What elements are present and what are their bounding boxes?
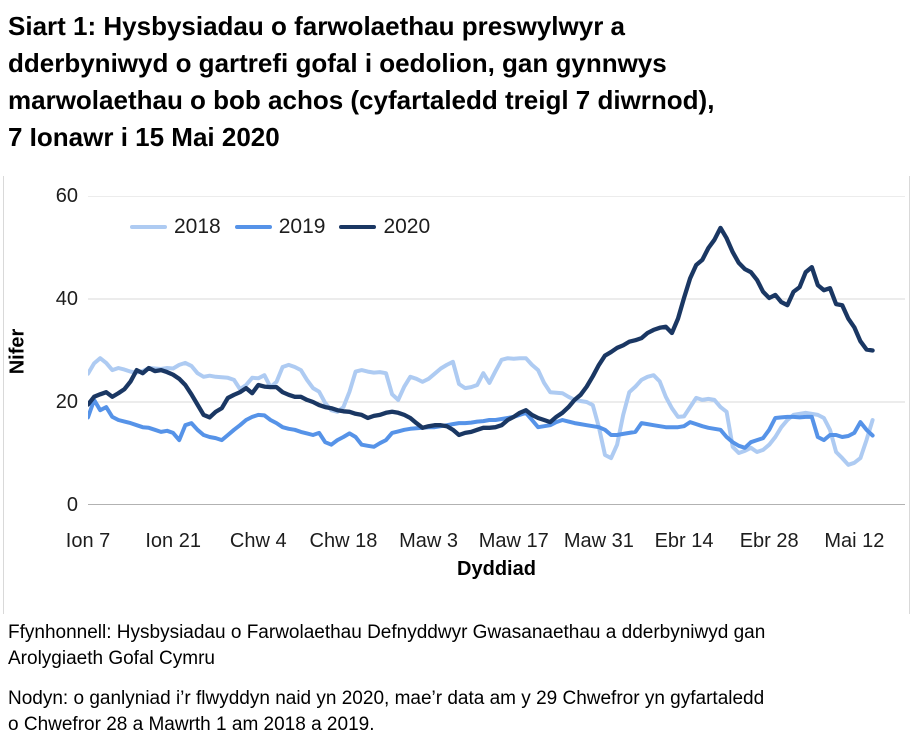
- page-title: Siart 1: Hysbysiadau o farwolaethau pres…: [8, 8, 912, 156]
- x-tick-label-chw-18: Chw 18: [309, 530, 378, 552]
- source-text: Ffynhonnell: Hysbysiadau o Farwolaethau …: [8, 620, 908, 672]
- x-tick-label-ebr-14: Ebr 14: [654, 530, 714, 552]
- series-line-2018: [88, 356, 875, 467]
- legend-label-2020: 2020: [383, 215, 431, 238]
- x-tick-label-ion-7: Ion 7: [65, 530, 111, 552]
- x-axis-label: Dyddiad: [457, 558, 536, 580]
- x-tick-label-maw-31: Maw 31: [563, 530, 634, 552]
- series-line-2019: [88, 397, 875, 450]
- legend-swatch-2019: [234, 225, 272, 229]
- note-line-2: o Chwefror 28 a Mawrth 1 am 2018 a 2019.: [8, 714, 375, 735]
- legend-swatch-2018: [130, 225, 167, 229]
- chart-legend: 2018 2019 2020: [130, 215, 430, 239]
- legend-item-2018: 2018: [130, 215, 221, 239]
- x-tick-label-mai-12: Mai 12: [824, 530, 885, 552]
- x-tick-label-chw-4: Chw 4: [229, 530, 287, 552]
- title-line-2: dderbyniwyd o gartrefi gofal i oedolion,…: [8, 48, 667, 78]
- x-tick-label-ion-21: Ion 21: [145, 530, 201, 552]
- x-axis-ticks: Ion 7 Ion 21 Chw 4 Chw 18 Maw 3 Maw 17 Maw 31 E…: [0, 528, 920, 554]
- legend-item-2020: 2020: [339, 215, 430, 239]
- x-tick-label-maw-3: Maw 3: [399, 530, 459, 552]
- y-axis-label: Nifer: [6, 328, 29, 375]
- legend-label-2018: 2018: [174, 215, 221, 238]
- y-tick-label-20: 20: [55, 391, 78, 413]
- legend-swatch-2020: [339, 225, 377, 229]
- title-line-1: Siart 1: Hysbysiadau o farwolaethau pres…: [8, 11, 626, 41]
- title-line-3: marwolaethau o bob achos (cyfartaledd tr…: [8, 85, 715, 115]
- x-tick-label-ebr-28: Ebr 28: [739, 530, 799, 552]
- y-tick-label-0: 0: [66, 494, 78, 516]
- y-tick-label-40: 40: [55, 288, 78, 310]
- note-line-1: Nodyn: o ganlyniad i’r flwyddyn naid yn …: [8, 688, 765, 709]
- note-text: Nodyn: o ganlyniad i’r flwyddyn naid yn …: [8, 686, 908, 738]
- x-tick-label-maw-17: Maw 17: [478, 530, 549, 552]
- series-line-2020: [88, 225, 875, 438]
- source-line-1: Ffynhonnell: Hysbysiadau o Farwolaethau …: [8, 622, 766, 643]
- y-tick-label-60: 60: [55, 185, 78, 207]
- title-line-4: 7 Ionawr i 15 Mai 2020: [8, 122, 280, 152]
- line-chart-plot-area: [88, 196, 905, 505]
- chart-frame: [3, 176, 910, 614]
- source-line-2: Arolygiaeth Gofal Cymru: [8, 648, 215, 669]
- legend-item-2019: 2019: [234, 215, 326, 239]
- legend-label-2019: 2019: [278, 215, 326, 238]
